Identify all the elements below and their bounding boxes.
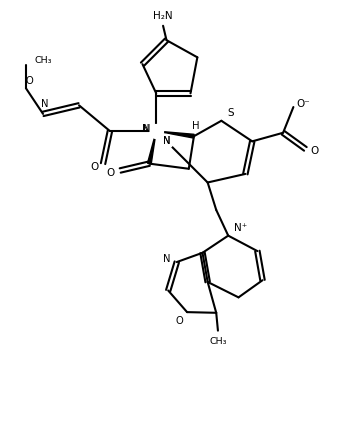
- Text: N: N: [143, 125, 150, 134]
- Text: N: N: [163, 253, 170, 264]
- Text: O: O: [25, 76, 33, 86]
- Text: O: O: [90, 162, 99, 172]
- Text: O: O: [176, 316, 183, 326]
- Text: N: N: [142, 124, 150, 134]
- Text: O⁻: O⁻: [297, 99, 311, 109]
- Text: O: O: [311, 146, 319, 156]
- Text: CH₃: CH₃: [35, 56, 52, 65]
- Polygon shape: [147, 131, 156, 164]
- Text: N: N: [41, 99, 49, 109]
- Text: H: H: [192, 121, 200, 131]
- Text: O: O: [106, 168, 115, 178]
- Text: S: S: [228, 108, 234, 118]
- Text: N: N: [163, 135, 170, 146]
- Text: N⁺: N⁺: [233, 223, 247, 233]
- Text: H₂N: H₂N: [153, 11, 173, 21]
- Text: CH₃: CH₃: [209, 337, 227, 346]
- Text: N: N: [163, 135, 170, 146]
- Polygon shape: [156, 131, 194, 138]
